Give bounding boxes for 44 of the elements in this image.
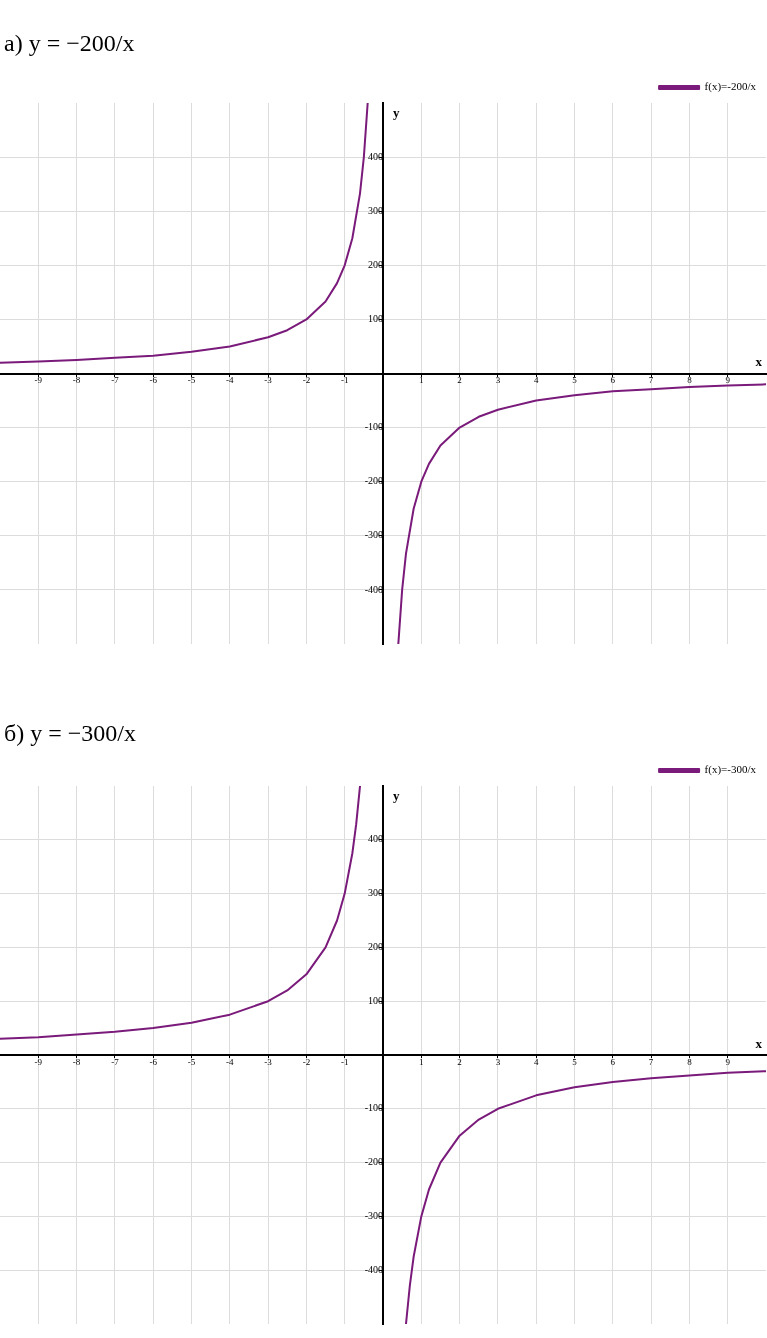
x-tick-label: -1 <box>340 375 349 386</box>
x-tick-label: -4 <box>226 375 235 386</box>
x-tick-label: 4 <box>533 375 539 386</box>
chart-title: а) y = −200/x <box>4 30 135 57</box>
x-tick-label: 5 <box>572 375 578 386</box>
x-tick-label: 6 <box>610 375 616 386</box>
x-tick-label: -2 <box>302 375 311 386</box>
x-tick-label: -9 <box>34 1056 43 1067</box>
y-axis-title: y <box>393 787 400 803</box>
x-tick-label: 4 <box>533 1056 539 1067</box>
x-tick-label: 7 <box>648 375 654 386</box>
x-tick-label: -6 <box>149 375 158 386</box>
x-tick-label: 8 <box>687 375 693 386</box>
x-tick-label: -3 <box>264 375 273 386</box>
chart-title: б) y = −300/x <box>4 720 136 747</box>
x-tick-label: 6 <box>610 1056 616 1067</box>
x-tick-label: 9 <box>725 375 731 386</box>
x-tick-label: 1 <box>419 375 424 386</box>
x-tick-label: -4 <box>226 1056 235 1067</box>
x-tick-label: -2 <box>302 1056 311 1067</box>
x-tick-label: 2 <box>457 375 462 386</box>
x-tick-label: 2 <box>457 1056 462 1067</box>
x-tick-label: 5 <box>572 1056 578 1067</box>
x-tick-label: -5 <box>187 375 196 386</box>
x-tick-label: 3 <box>495 1056 501 1067</box>
x-tick-label: -9 <box>34 375 43 386</box>
x-tick-label: -7 <box>111 1056 120 1067</box>
x-tick-label: -8 <box>72 1056 81 1067</box>
x-tick-label: -5 <box>187 1056 196 1067</box>
legend-label: f(x)=-300/x <box>704 763 757 777</box>
x-tick-label: -8 <box>72 375 81 386</box>
y-axis-title: y <box>393 104 400 120</box>
legend-label: f(x)=-200/x <box>704 80 757 94</box>
x-tick-label: 1 <box>419 1056 424 1067</box>
x-tick-label: 9 <box>725 1056 731 1067</box>
x-tick-label: 8 <box>687 1056 693 1067</box>
x-tick-label: -7 <box>111 375 120 386</box>
x-axis-title: x <box>755 354 763 370</box>
x-tick-label: 7 <box>648 1056 654 1067</box>
x-tick-label: -1 <box>340 1056 349 1067</box>
x-tick-label: 3 <box>495 375 501 386</box>
x-tick-label: -3 <box>264 1056 273 1067</box>
x-axis-title: x <box>755 1035 763 1051</box>
x-tick-label: -6 <box>149 1056 158 1067</box>
